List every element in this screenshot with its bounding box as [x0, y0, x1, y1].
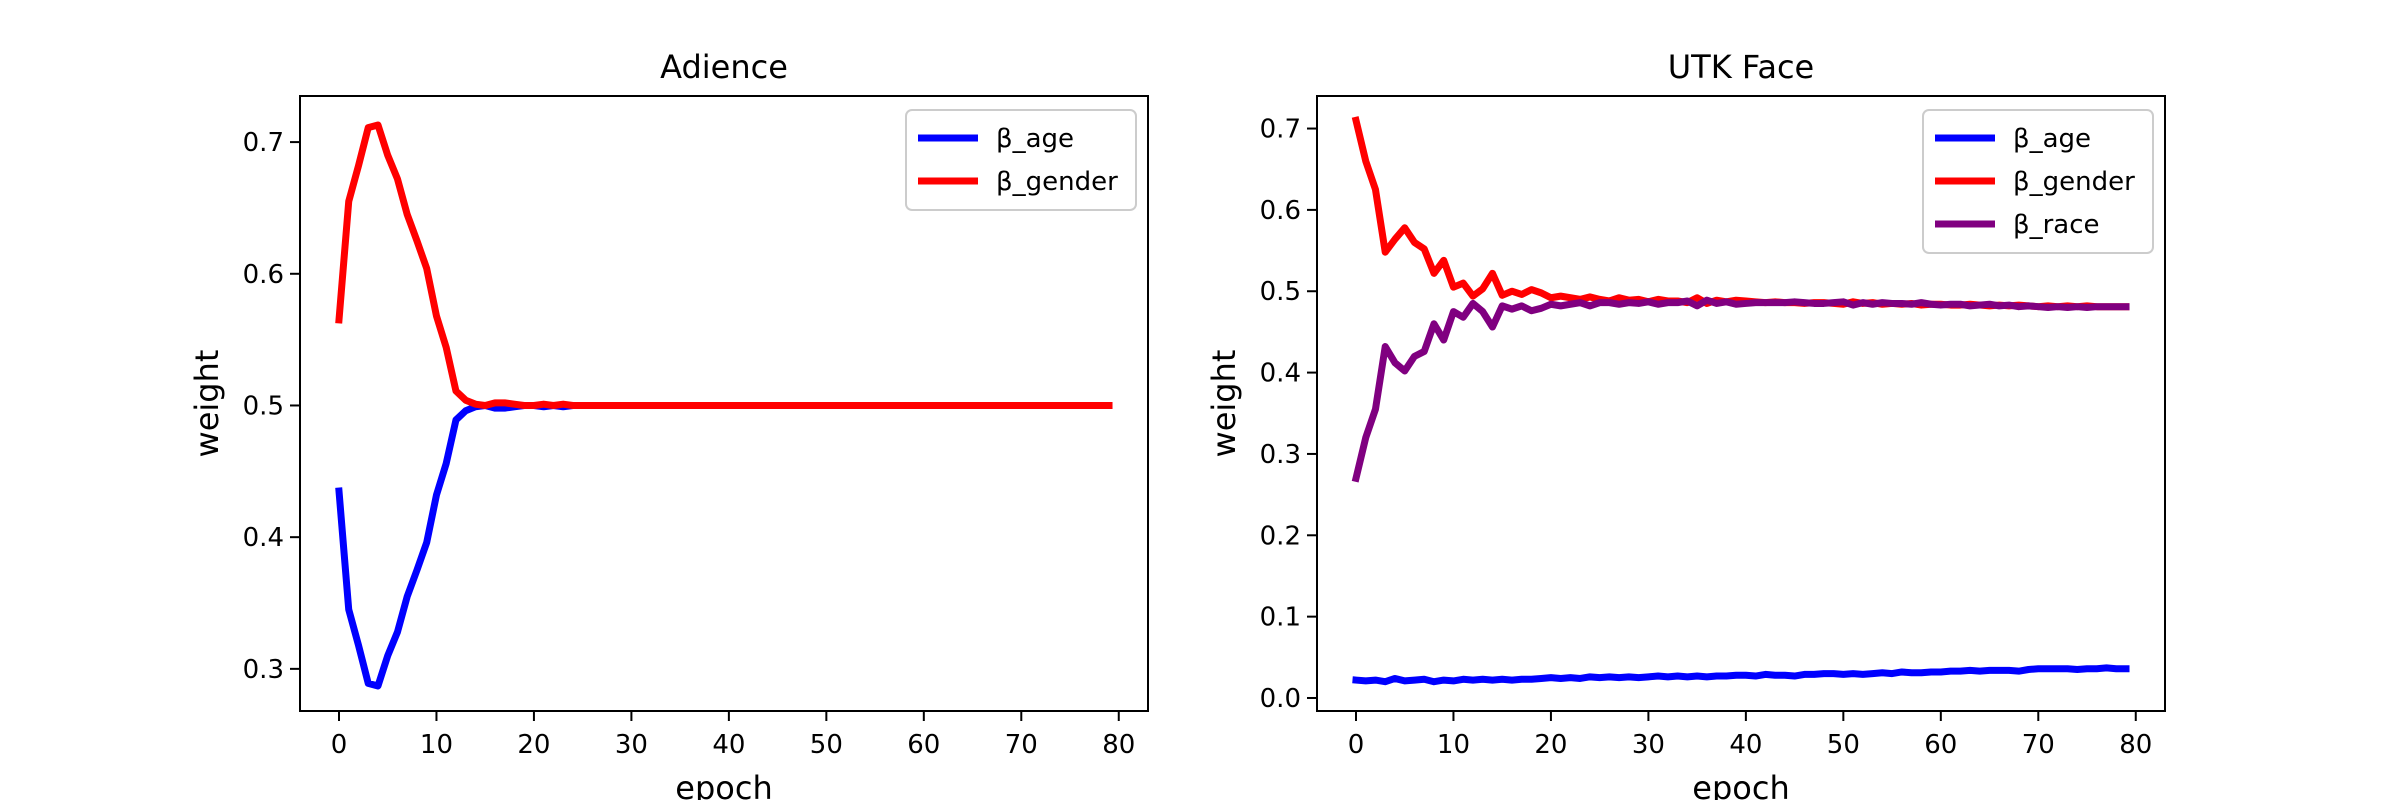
- y-tick-label: 0.4: [243, 523, 284, 553]
- y-tick-label: 0.2: [1260, 521, 1301, 551]
- legend-label: β_age: [996, 124, 1074, 154]
- x-tick-label: 40: [1729, 730, 1762, 760]
- x-tick-label: 70: [1005, 730, 1038, 760]
- chart-title: Adience: [660, 48, 788, 86]
- chart-adience: Adience 0 10 20 30 40 50 60 70 80 0.3 0.4 0.5 0.6 0.7 e…: [188, 48, 1149, 800]
- legend: β_age β_gender β_race: [1922, 109, 2154, 254]
- y-tick-label: 0.6: [1260, 196, 1301, 226]
- y-axis-label: weight: [188, 350, 226, 458]
- x-tick-label: 20: [517, 730, 550, 760]
- x-tick-label: 80: [1102, 730, 1135, 760]
- plot-area: [1351, 116, 2130, 686]
- legend-label: β_age: [2013, 124, 2091, 154]
- x-tick-label: 10: [420, 730, 453, 760]
- x-tick-label: 50: [1827, 730, 1860, 760]
- series-line-beta-race: [1351, 296, 2130, 483]
- x-tick-label: 0: [331, 730, 348, 760]
- x-tick-label: 60: [1924, 730, 1957, 760]
- plot-area: [335, 121, 1113, 690]
- series-line-beta-age: [1352, 664, 2130, 686]
- legend: β_age β_gender: [905, 109, 1137, 211]
- y-tick-label: 0.4: [1260, 359, 1301, 389]
- x-tick-label: 30: [1632, 730, 1665, 760]
- x-axis-label: epoch: [1692, 769, 1789, 800]
- x-tick-label: 20: [1534, 730, 1567, 760]
- y-tick-label: 0.6: [243, 260, 284, 290]
- y-tick-label: 0.3: [1260, 440, 1301, 470]
- x-axis-label: epoch: [675, 769, 772, 800]
- y-tick-label: 0.3: [243, 655, 284, 685]
- y-tick-label: 0.5: [1260, 277, 1301, 307]
- legend-label: β_race: [2013, 210, 2100, 240]
- x-tick-label: 70: [2022, 730, 2055, 760]
- x-tick-label: 0: [1348, 730, 1365, 760]
- x-tick-label: 30: [615, 730, 648, 760]
- x-tick-label: 40: [712, 730, 745, 760]
- axes-frame: [299, 95, 1149, 712]
- legend-frame: [1922, 109, 2154, 254]
- chart-utk-face: UTK Face 0 10 20 30 40 50 60 70 80 0.0 0.1 0.2 0.3 0.4…: [1205, 48, 2166, 800]
- chart-title: UTK Face: [1668, 48, 1814, 86]
- x-tick-label: 10: [1437, 730, 1470, 760]
- x-tick-label: 80: [2119, 730, 2152, 760]
- y-tick-label: 0.1: [1260, 603, 1301, 633]
- x-tick-label: 60: [907, 730, 940, 760]
- y-tick-label: 0.7: [1260, 115, 1301, 145]
- axes-frame: [1316, 95, 2166, 712]
- y-axis-label: weight: [1205, 350, 1243, 458]
- y-tick-label: 0.5: [243, 391, 284, 421]
- legend-label: β_gender: [2013, 167, 2135, 197]
- y-tick-label: 0.7: [243, 128, 284, 158]
- legend-label: β_gender: [996, 167, 1118, 197]
- x-tick-label: 50: [810, 730, 843, 760]
- y-tick-label: 0.0: [1260, 684, 1301, 714]
- series-line-beta-gender: [335, 121, 1113, 409]
